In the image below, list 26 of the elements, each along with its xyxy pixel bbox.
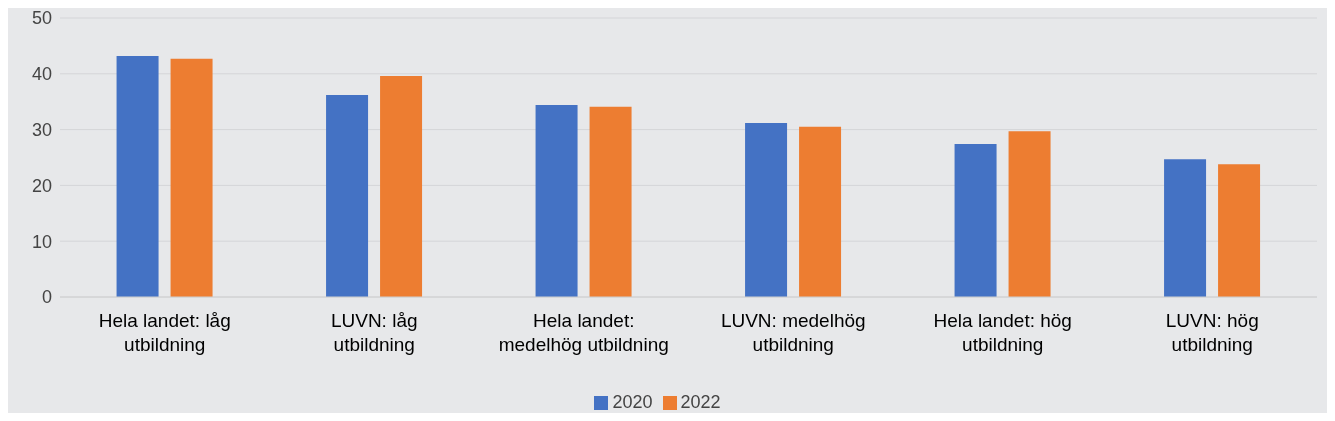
x-tick-label: Hela landet: låg utbildning: [98, 310, 231, 355]
bar: [589, 106, 632, 297]
bar: [116, 55, 159, 297]
bar: [380, 76, 423, 297]
bar: [535, 105, 578, 297]
y-tick-label: 20: [31, 175, 52, 196]
bar: [1218, 164, 1261, 297]
bar: [170, 58, 213, 297]
bar: [799, 126, 842, 297]
x-tick-label: Hela landet: hög utbildning: [933, 310, 1072, 355]
y-tick-label: 0: [41, 287, 52, 308]
x-tick-label: LUVN: hög utbildning: [1165, 310, 1259, 355]
y-tick-label: 30: [31, 119, 52, 140]
legend-label: 2022: [680, 392, 721, 412]
y-tick-label: 10: [31, 231, 52, 252]
x-tick-label: LUVN: låg utbildning: [330, 310, 418, 355]
bar: [326, 95, 369, 297]
bar: [1008, 131, 1051, 297]
bar: [745, 122, 788, 297]
bar: [954, 144, 997, 297]
bar: [1164, 159, 1207, 297]
x-tick-label: LUVN: medelhög utbildning: [720, 310, 866, 355]
y-tick-label: 40: [31, 64, 52, 85]
legend-label: 2020: [612, 392, 653, 412]
x-tick-label: Hela landet: medelhög utbildning: [498, 310, 669, 355]
y-tick-label: 50: [31, 8, 52, 29]
